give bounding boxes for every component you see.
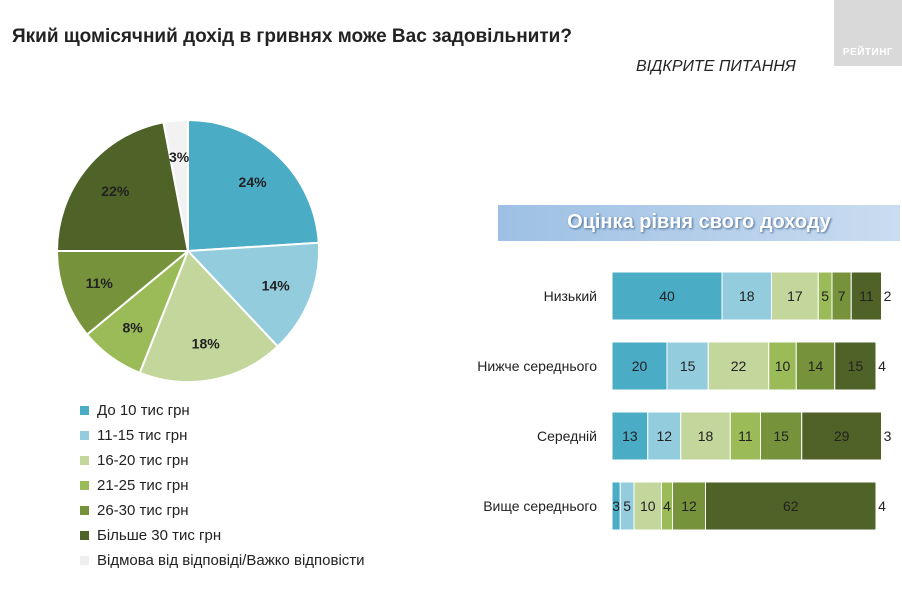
legend-swatch	[80, 456, 89, 465]
bar-value-label: 13	[622, 428, 638, 444]
bar-value-label: 17	[787, 288, 803, 304]
pie-slice	[185, 241, 320, 348]
page-title: Який щомісячний дохід в гривнях може Вас…	[12, 26, 572, 47]
bar-value-label: 18	[739, 288, 755, 304]
pie-slice	[55, 121, 190, 252]
bar-value-label: 10	[775, 358, 791, 374]
bar-segment	[834, 341, 877, 391]
bar-value-label: 10	[640, 498, 656, 514]
pie-slice-label: 3%	[169, 149, 190, 165]
pie-slice-label: 11%	[86, 275, 114, 291]
legend-label: Більше 30 тис грн	[97, 527, 222, 544]
bar-segment	[760, 411, 803, 461]
logo-text: РЕЙТИНГ	[842, 47, 894, 58]
pie-slice-label: 22%	[101, 183, 130, 199]
pie-slice-label: 18%	[192, 336, 221, 352]
bar-value-label: 5	[623, 498, 631, 514]
bar-value-label: 18	[698, 428, 714, 444]
pie-chart: 24% 14% 18% 8% 11% 22% 3%	[55, 118, 320, 383]
bar-segment	[611, 341, 668, 391]
bar-category-label: Середній	[537, 428, 597, 444]
pie-slice	[187, 118, 320, 253]
bar-segment	[801, 411, 882, 461]
legend-item: 11-15 тис грн	[80, 423, 365, 448]
bar-value-label: 62	[783, 498, 799, 514]
bar-segment	[768, 341, 797, 391]
bar-segment	[795, 341, 836, 391]
pie-slice-label: 24%	[239, 174, 268, 190]
legend-label: 21-25 тис грн	[97, 477, 189, 494]
bar-value-label: 11	[738, 428, 753, 444]
bar-segment	[647, 411, 682, 461]
pie-slice	[162, 118, 189, 252]
bar-value-label: 3	[612, 498, 620, 514]
legend-swatch	[80, 531, 89, 540]
bar-value-label: 4	[878, 498, 886, 514]
bar-segment	[666, 341, 709, 391]
legend-label: 16-20 тис грн	[97, 452, 189, 469]
bar-value-label: 15	[848, 358, 864, 374]
bar-value-label: 29	[834, 428, 850, 444]
legend-swatch	[80, 481, 89, 490]
pie-legend: До 10 тис грн 11-15 тис грн 16-20 тис грн 2…	[80, 398, 365, 573]
legend-swatch	[80, 406, 89, 415]
bar-value-label: 15	[680, 358, 696, 374]
bar-category-label: Вище середнього	[483, 498, 597, 514]
legend-label: 11-15 тис грн	[97, 427, 188, 444]
legend-item: Більше 30 тис грн	[80, 523, 365, 548]
bar-value-label: 22	[731, 358, 747, 374]
legend-swatch	[80, 506, 89, 515]
pie-slice-label: 8%	[122, 319, 143, 335]
bar-value-label: 12	[656, 428, 672, 444]
legend-item: 26-30 тис грн	[80, 498, 365, 523]
bar-segment	[705, 481, 877, 531]
legend-label: Відмова від відповіді/Важко відповісти	[97, 552, 365, 569]
bar-segment	[707, 341, 770, 391]
legend-label: До 10 тис грн	[97, 402, 190, 419]
pie-slice	[138, 249, 280, 383]
bar-segment	[850, 271, 882, 321]
banner-title: Оцінка рівня свого доходу	[567, 211, 831, 233]
bar-segment	[633, 481, 662, 531]
bar-value-label: 40	[659, 288, 675, 304]
bar-segment	[680, 411, 731, 461]
bar-value-label: 14	[808, 358, 824, 374]
bar-category-label: Низький	[544, 288, 597, 304]
bar-value-label: 15	[773, 428, 789, 444]
bar-chart-banner: Оцінка рівня свого доходу	[498, 205, 900, 241]
bar-category-label: Нижче середнього	[477, 358, 597, 374]
pie-slice	[55, 250, 191, 336]
legend-item: 16-20 тис грн	[80, 448, 365, 473]
bar-value-label: 4	[878, 358, 886, 374]
rating-logo: РЕЙТИНГ	[834, 0, 902, 66]
bar-value-label: 7	[838, 288, 846, 304]
legend-swatch	[80, 556, 89, 565]
bar-value-label: 3	[884, 428, 892, 444]
legend-label: 26-30 тис грн	[97, 502, 189, 519]
bar-value-label: 4	[663, 498, 671, 514]
bar-value-label: 20	[632, 358, 648, 374]
bar-value-label: 5	[821, 288, 829, 304]
legend-item: До 10 тис грн	[80, 398, 365, 423]
legend-item: Відмова від відповіді/Важко відповісти	[80, 548, 365, 573]
bar-value-label: 11	[859, 288, 874, 304]
bar-segment	[729, 411, 761, 461]
open-question-label: ВІДКРИТЕ ПИТАННЯ	[636, 58, 796, 75]
bar-value-label: 2	[884, 288, 892, 304]
pie-slice-label: 14%	[262, 278, 291, 294]
bar-value-label: 12	[681, 498, 697, 514]
legend-swatch	[80, 431, 89, 440]
bar-segment	[611, 411, 649, 461]
bar-segment	[721, 271, 772, 321]
legend-item: 21-25 тис грн	[80, 473, 365, 498]
